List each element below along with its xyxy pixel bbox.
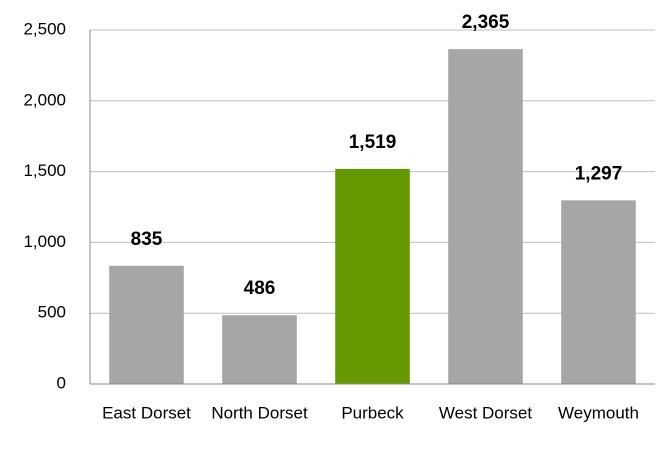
bar <box>561 200 636 384</box>
data-label: 835 <box>131 229 163 250</box>
data-label: 1,519 <box>349 132 397 153</box>
bar <box>448 49 523 385</box>
data-label: 1,297 <box>575 163 623 184</box>
x-tick-label: Purbeck <box>341 403 404 422</box>
data-label: 2,365 <box>462 12 510 33</box>
bar <box>222 315 297 384</box>
y-tick-label: 1,500 <box>23 161 66 180</box>
y-tick-label: 2,500 <box>23 19 66 38</box>
x-tick-label: Weymouth <box>558 403 639 422</box>
bar <box>109 265 184 384</box>
x-tick-label: West Dorset <box>439 403 532 422</box>
x-tick-label: North Dorset <box>211 403 308 422</box>
y-tick-label: 500 <box>38 303 66 322</box>
data-label: 486 <box>244 278 276 299</box>
y-tick-label: 1,000 <box>23 232 66 251</box>
y-tick-label: 0 <box>57 373 66 392</box>
bar <box>335 168 410 384</box>
y-tick-label: 2,000 <box>23 90 66 109</box>
x-tick-label: East Dorset <box>102 403 191 422</box>
